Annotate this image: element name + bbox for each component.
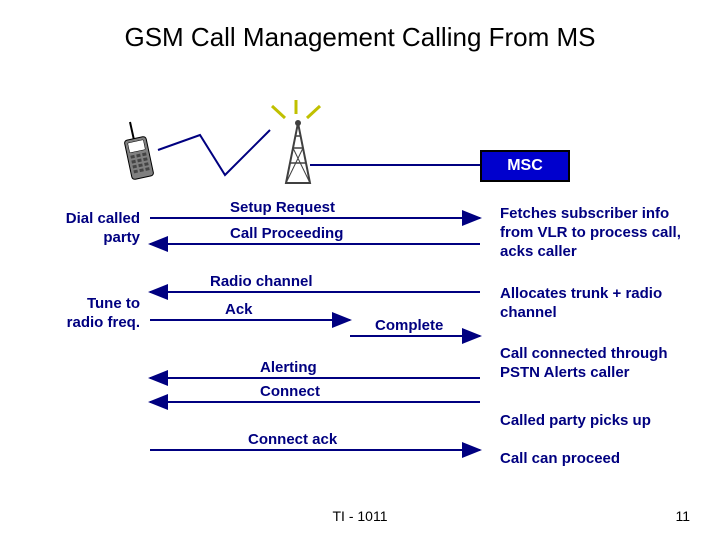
arrow-label: Call Proceeding bbox=[230, 225, 343, 242]
arrow-label: Radio channel bbox=[210, 273, 313, 290]
msc-label: MSC bbox=[507, 157, 543, 174]
arrow-label: Connect ack bbox=[248, 431, 337, 448]
arrow-label: Complete bbox=[375, 317, 443, 334]
msc-box: MSC bbox=[480, 150, 570, 182]
arrow-label: Connect bbox=[260, 383, 320, 400]
left-step-label: Tune toradio freq. bbox=[30, 295, 140, 333]
right-step-label: Fetches subscriber info from VLR to proc… bbox=[500, 205, 690, 261]
page-title: GSM Call Management Calling From MS bbox=[0, 22, 720, 53]
page-number: 11 bbox=[675, 508, 690, 524]
tower-icon bbox=[283, 118, 313, 193]
footer-code: TI - 1011 bbox=[333, 508, 388, 524]
arrow-label: Alerting bbox=[260, 359, 317, 376]
right-step-label: Call connected through PSTN Alerts calle… bbox=[500, 345, 690, 383]
mobile-phone-icon bbox=[120, 120, 160, 189]
left-step-label: Dial calledparty bbox=[30, 210, 140, 248]
right-step-label: Called party picks up bbox=[500, 412, 690, 431]
arrow-label: Ack bbox=[225, 301, 253, 318]
right-step-label: Allocates trunk + radio channel bbox=[500, 285, 690, 323]
arrow-label: Setup Request bbox=[230, 199, 335, 216]
right-step-label: Call can proceed bbox=[500, 450, 690, 469]
